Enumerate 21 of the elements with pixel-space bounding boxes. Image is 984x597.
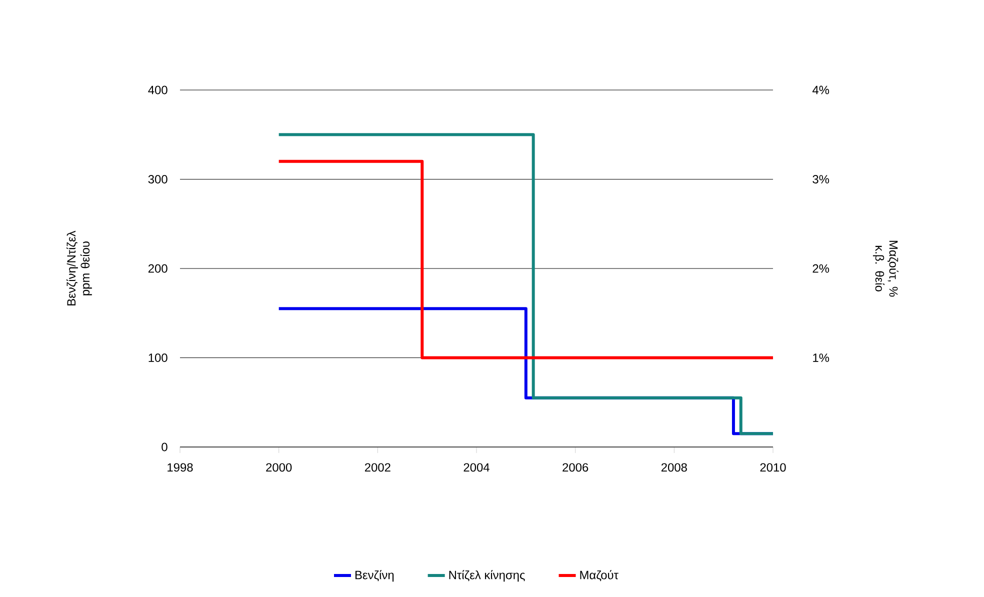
x-tick-label: 2002 bbox=[364, 463, 390, 472]
x-tick-label: 2008 bbox=[661, 463, 687, 472]
x-tick-label: 2010 bbox=[760, 463, 786, 472]
y2-tick-label: 4% bbox=[812, 86, 830, 94]
y-tick-label: 300 bbox=[148, 175, 168, 184]
x-tick-label: 1998 bbox=[168, 463, 193, 472]
y2-tick-label: 3% bbox=[812, 175, 830, 184]
y-tick-label: 0 bbox=[162, 442, 168, 452]
legend-label: Μαζούτ bbox=[580, 570, 618, 582]
y-tick-label: 200 bbox=[148, 264, 168, 273]
legend-label: Ντίζελ κίνησης bbox=[449, 570, 525, 582]
x-tick-label: 2004 bbox=[464, 463, 490, 472]
y-tick-label: 400 bbox=[148, 86, 168, 94]
y2-axis-title: Μαζούτ, % κ.β. θείο bbox=[872, 240, 898, 297]
x-tick-label: 2006 bbox=[562, 463, 588, 472]
x-tick-label: 2000 bbox=[266, 463, 292, 472]
y2-tick-label: 1% bbox=[813, 354, 830, 362]
y-tick-label: 100 bbox=[148, 354, 168, 362]
y2-tick-label: 2% bbox=[812, 264, 830, 273]
y-axis-title: Βενζίνη/Ντίζελ ppm θείου bbox=[66, 230, 92, 306]
legend-label: Βενζίνη bbox=[355, 570, 394, 582]
